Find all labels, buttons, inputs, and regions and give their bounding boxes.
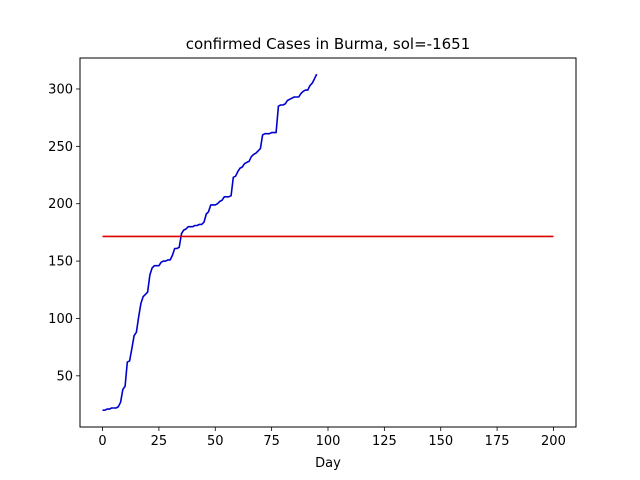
series-line-cases <box>102 73 318 412</box>
plot-area <box>102 73 554 412</box>
x-tick-label: 200 <box>541 434 566 449</box>
x-tick-label: 125 <box>372 434 397 449</box>
y-tick-label: 150 <box>48 255 73 270</box>
y-tick-label: 100 <box>48 312 73 327</box>
y-tick-label: 250 <box>48 140 73 155</box>
x-tick-label: 75 <box>263 434 280 449</box>
y-tick-label: 200 <box>48 197 73 212</box>
x-tick-label: 25 <box>151 434 168 449</box>
x-axis-label: Day <box>315 456 341 471</box>
chart-title: confirmed Cases in Burma, sol=-1651 <box>186 35 471 53</box>
y-tick-label: 300 <box>48 82 73 97</box>
x-tick-label: 150 <box>428 434 453 449</box>
ticks: 0 25 50 75 100 125 150 175 200 50 100 150 200 250 300 <box>48 82 566 449</box>
x-tick-label: 100 <box>316 434 341 449</box>
x-tick-label: 50 <box>207 434 224 449</box>
x-tick-label: 175 <box>485 434 510 449</box>
y-tick-label: 50 <box>56 369 73 384</box>
x-tick-label: 0 <box>98 434 106 449</box>
